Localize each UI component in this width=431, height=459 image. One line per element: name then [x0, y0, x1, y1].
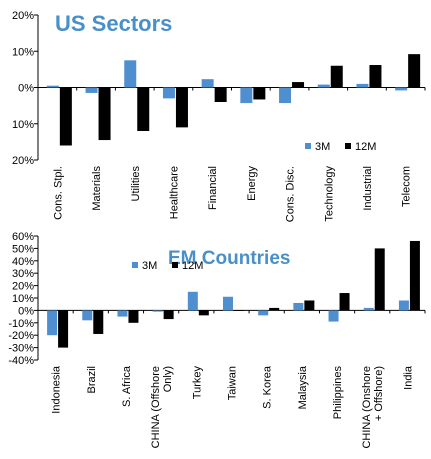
y-tick-label: 20%: [12, 155, 34, 167]
bar-12m-10: [409, 240, 420, 311]
y-tick-label: 10%: [12, 293, 34, 305]
bar-3m-7: [293, 302, 304, 311]
bar-12m-5: [234, 310, 244, 311]
bar-3m-6: [258, 310, 269, 316]
bar-12m-5: [253, 87, 266, 100]
bar-12m-6: [292, 82, 305, 88]
category-label: CHINA (Onshore+ Offshore): [361, 366, 385, 449]
bar-3m-3: [152, 310, 163, 312]
category-label: Cons. Disc.: [285, 166, 297, 222]
category-label: Cons. Stpl.: [52, 166, 64, 220]
bar-3m-8: [356, 83, 369, 88]
bar-12m-8: [369, 65, 382, 88]
y-tick-label: -10%: [8, 318, 34, 330]
bar-3m-6: [279, 87, 292, 104]
y-tick-label: -20%: [8, 330, 34, 342]
y-tick-label: 10%: [12, 46, 34, 58]
legend: 3M 12M: [305, 141, 376, 153]
chart-1: US Sectors 20% 10% 0% 10% 20% Cons. Stpl. Mater…: [12, 10, 426, 222]
category-label: Malaysia: [297, 365, 309, 409]
y-tick-label: 20%: [12, 281, 34, 293]
legend-label: 3M: [315, 141, 330, 153]
bar-3m-4: [187, 291, 198, 311]
bar-3m-10: [398, 300, 409, 311]
bar-3m-1: [82, 310, 93, 321]
bar-12m-2: [128, 310, 139, 323]
chart-title: US Sectors: [55, 11, 172, 36]
bar-12m-0: [58, 310, 69, 348]
category-label: S. Korea: [262, 365, 274, 409]
legend: 3M 12M: [132, 260, 203, 272]
legend-swatch: [305, 143, 311, 149]
bar-12m-0: [59, 87, 72, 146]
y-tick-label: 0%: [18, 83, 34, 95]
category-label: Indonesia: [51, 365, 63, 414]
y-tick-label: 60%: [12, 231, 34, 243]
bar-3m-2: [124, 60, 137, 88]
category-label: Industrial: [362, 166, 374, 211]
category-label: Turkey: [191, 366, 203, 400]
bar-12m-4: [198, 310, 209, 316]
bar-3m-2: [117, 310, 128, 317]
category-label: Telecom: [401, 166, 413, 207]
bar-3m-5: [223, 296, 233, 311]
chart-2: EM Countries 60%50%40%30%20%10%0%-10%-20%…: [8, 231, 426, 449]
y-tick-label: -40%: [8, 355, 34, 367]
category-label: Taiwan: [227, 366, 239, 400]
y-tick-label: -30%: [8, 343, 34, 355]
bar-12m-4: [214, 87, 227, 102]
bar-3m-0: [46, 85, 59, 88]
bar-12m-2: [137, 87, 150, 131]
bar-12m-3: [163, 310, 174, 320]
bar-3m-4: [201, 79, 214, 88]
y-tick-label: 10%: [12, 119, 34, 131]
category-label: Technology: [323, 166, 335, 222]
legend-label: 12M: [182, 260, 203, 272]
bar-3m-7: [317, 84, 330, 88]
legend-swatch: [345, 143, 351, 149]
bar-3m-0: [47, 310, 58, 336]
category-label: Healthcare: [168, 166, 180, 219]
bar-3m-3: [162, 87, 175, 99]
bar-12m-1: [98, 87, 111, 141]
y-tick-label: 50%: [12, 243, 34, 255]
category-label: Financial: [207, 166, 219, 210]
category-label: Utilities: [130, 166, 142, 202]
bar-12m-8: [339, 293, 350, 311]
bar-12m-3: [175, 87, 188, 128]
bar-12m-7: [330, 65, 343, 88]
bar-12m-6: [269, 307, 280, 311]
bar-3m-9: [395, 87, 408, 91]
legend-label: 12M: [355, 141, 376, 153]
bar-12m-1: [93, 310, 104, 334]
category-label: S. Africa: [121, 365, 133, 407]
bar-12m-9: [374, 248, 385, 311]
bar-3m-9: [363, 307, 374, 311]
category-label: Materials: [91, 166, 103, 211]
category-label: CHINA (OffshoreOnly): [150, 366, 174, 448]
category-label: Energy: [246, 166, 258, 201]
bar-3m-1: [85, 87, 98, 93]
bar-3m-5: [240, 87, 253, 104]
legend-swatch: [132, 262, 138, 268]
category-label: Brazil: [86, 366, 98, 394]
legend-label: 3M: [142, 260, 157, 272]
y-tick-label: 0%: [18, 305, 34, 317]
category-label: Philippines: [332, 366, 344, 420]
category-label: India: [402, 365, 414, 390]
bar-3m-8: [328, 310, 339, 322]
bar-12m-7: [304, 300, 315, 311]
legend-swatch: [172, 262, 178, 268]
y-tick-label: 30%: [12, 268, 34, 280]
y-tick-label: 40%: [12, 256, 34, 268]
bar-12m-9: [408, 54, 421, 88]
y-tick-label: 20%: [12, 10, 34, 22]
chart-title: EM Countries: [168, 248, 290, 269]
